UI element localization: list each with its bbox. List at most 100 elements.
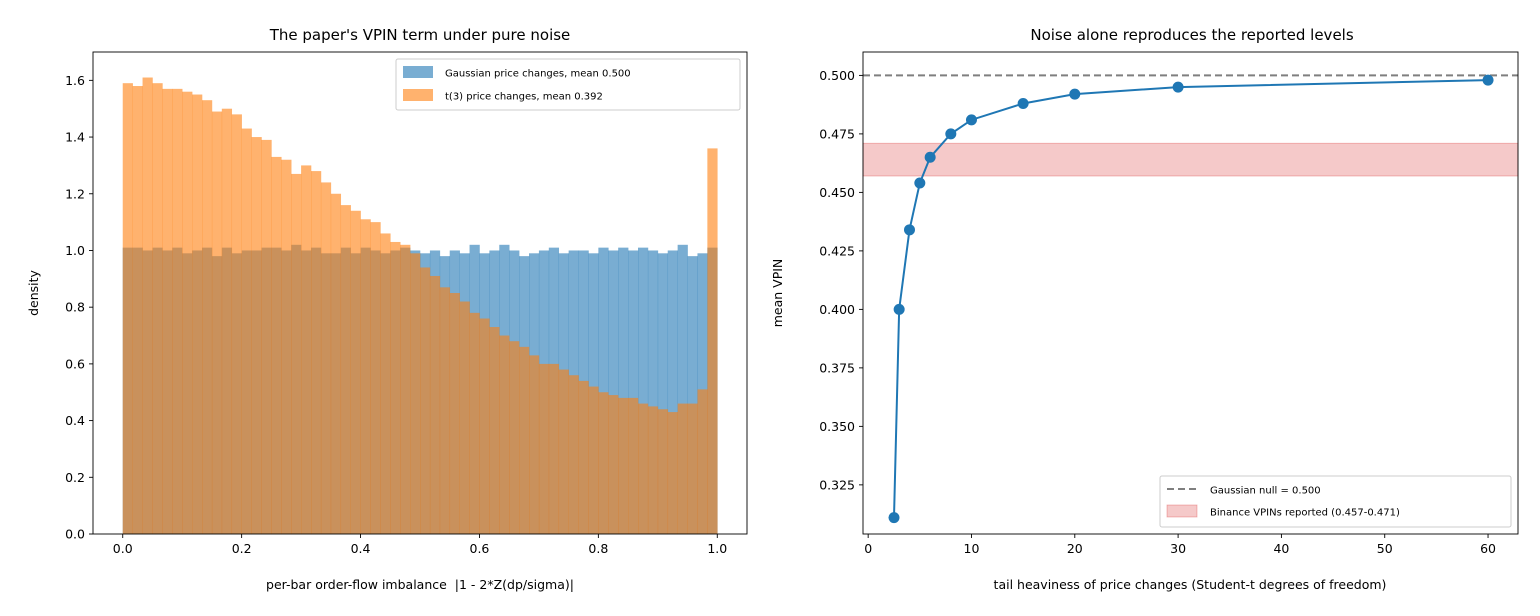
mean-vpin-point bbox=[1482, 74, 1494, 86]
x-tick-label: 0.8 bbox=[588, 541, 608, 556]
legend-label-t3: t(3) price changes, mean 0.392 bbox=[445, 92, 603, 103]
t3-bar bbox=[449, 293, 460, 534]
t3-bar bbox=[469, 312, 480, 534]
t3-bar bbox=[568, 375, 579, 534]
t3-bar bbox=[211, 111, 223, 535]
gaussian-bar bbox=[618, 247, 629, 534]
x-tick-label: 30 bbox=[1170, 541, 1186, 556]
vpin-panel: Noise alone reproduces the reported leve… bbox=[770, 26, 1519, 592]
t3-bar bbox=[638, 403, 649, 534]
t3-bar bbox=[370, 222, 381, 534]
t3-bar bbox=[311, 171, 322, 535]
t3-bar bbox=[499, 335, 510, 534]
histogram-title: The paper's VPIN term under pure noise bbox=[269, 26, 571, 44]
t3-bar bbox=[558, 369, 569, 534]
mean-vpin-point bbox=[893, 303, 905, 315]
x-tick-label: 50 bbox=[1377, 541, 1393, 556]
y-tick-label: 0.450 bbox=[819, 185, 855, 200]
y-tick-label: 0.325 bbox=[819, 477, 855, 492]
mean-vpin-point bbox=[1017, 97, 1029, 109]
x-tick-label: 0 bbox=[864, 541, 872, 556]
t3-bar bbox=[588, 386, 599, 534]
t3-bar bbox=[192, 94, 203, 534]
vpin-y-label: mean VPIN bbox=[770, 259, 785, 328]
x-tick-label: 60 bbox=[1480, 541, 1496, 556]
histogram-legend: Gaussian price changes, mean 0.500 t(3) … bbox=[395, 58, 741, 111]
t3-bar bbox=[380, 233, 391, 535]
y-tick-label: 1.6 bbox=[65, 73, 85, 88]
x-tick-label: 0.4 bbox=[351, 541, 371, 556]
t3-bar bbox=[271, 156, 282, 534]
t3-bar bbox=[410, 253, 421, 534]
y-tick-label: 0.350 bbox=[819, 419, 855, 434]
t3-bar bbox=[529, 355, 540, 534]
t3-bar bbox=[647, 406, 659, 534]
y-tick-label: 1.2 bbox=[65, 186, 85, 201]
mean-vpin-point bbox=[924, 151, 936, 163]
legend-swatch-binance-band bbox=[1166, 504, 1198, 518]
vpin-legend: Gaussian null = 0.500 Binance VPINs repo… bbox=[1159, 475, 1512, 528]
mean-vpin-point bbox=[888, 512, 900, 524]
gaussian-bar bbox=[638, 247, 649, 534]
y-tick-label: 0.400 bbox=[819, 302, 855, 317]
t3-bar bbox=[519, 346, 530, 534]
x-tick-label: 0.6 bbox=[470, 541, 490, 556]
vpin-title: Noise alone reproduces the reported leve… bbox=[1030, 26, 1353, 44]
t3-bar bbox=[677, 403, 688, 534]
t3-bar bbox=[687, 403, 698, 534]
t3-bar bbox=[202, 100, 213, 534]
t3-bar bbox=[162, 88, 173, 534]
t3-bar bbox=[142, 77, 153, 535]
t3-bar bbox=[172, 88, 183, 534]
y-tick-label: 1.4 bbox=[65, 130, 85, 145]
gaussian-bar bbox=[647, 250, 659, 534]
gaussian-bar bbox=[657, 253, 669, 534]
t3-bar bbox=[400, 244, 411, 535]
t3-bar bbox=[628, 397, 639, 534]
t3-bar bbox=[221, 108, 233, 535]
vpin-x-ticks: 0 10 20 30 40 50 60 bbox=[864, 534, 1496, 556]
histogram-panel: The paper's VPIN term under pure noise 0… bbox=[26, 26, 748, 592]
y-tick-label: 0.475 bbox=[819, 126, 855, 141]
gaussian-bar bbox=[667, 250, 678, 534]
t3-bar bbox=[618, 397, 629, 534]
t3-bar bbox=[231, 114, 242, 535]
histogram-y-label: density bbox=[26, 269, 41, 315]
t3-bar bbox=[548, 363, 560, 534]
mean-vpin-point bbox=[903, 224, 915, 236]
t3-bar bbox=[538, 363, 550, 534]
t3-bar bbox=[152, 83, 163, 534]
t3-bar bbox=[301, 165, 312, 535]
histogram-legend-box bbox=[395, 58, 741, 111]
t3-bar bbox=[320, 182, 332, 534]
x-tick-label: 20 bbox=[1067, 541, 1083, 556]
y-tick-label: 0.375 bbox=[819, 360, 855, 375]
t3-bar bbox=[657, 409, 669, 534]
t3-bars bbox=[122, 77, 718, 535]
gaussian-bar bbox=[677, 244, 688, 535]
vpin-x-label: tail heaviness of price changes (Student… bbox=[994, 577, 1387, 592]
y-tick-label: 1.0 bbox=[65, 243, 85, 258]
mean-vpin-points bbox=[888, 74, 1494, 524]
y-tick-label: 0.425 bbox=[819, 243, 855, 258]
y-tick-label: 0.8 bbox=[65, 300, 85, 315]
vpin-axes-frame bbox=[862, 51, 1519, 535]
t3-bar bbox=[489, 327, 500, 534]
legend-swatch-gaussian bbox=[403, 66, 433, 78]
mean-vpin-point bbox=[965, 114, 977, 126]
histogram-axes-frame bbox=[92, 51, 748, 535]
t3-bar bbox=[241, 128, 252, 534]
gaussian-bar bbox=[608, 250, 619, 534]
mean-vpin-point bbox=[1069, 88, 1081, 100]
t3-bar bbox=[122, 83, 133, 534]
t3-bar bbox=[420, 267, 431, 534]
legend-label-binance-band: Binance VPINs reported (0.457-0.471) bbox=[1210, 508, 1400, 519]
y-tick-label: 0.6 bbox=[65, 356, 85, 371]
t3-bar bbox=[251, 137, 262, 534]
vpin-legend-box bbox=[1159, 475, 1512, 528]
t3-bar bbox=[330, 193, 342, 534]
x-tick-label: 0.0 bbox=[113, 541, 133, 556]
t3-bar bbox=[360, 219, 371, 534]
y-tick-label: 0.500 bbox=[819, 68, 855, 83]
histogram-x-ticks: 0.0 0.2 0.4 0.6 0.8 1.0 bbox=[113, 534, 727, 556]
